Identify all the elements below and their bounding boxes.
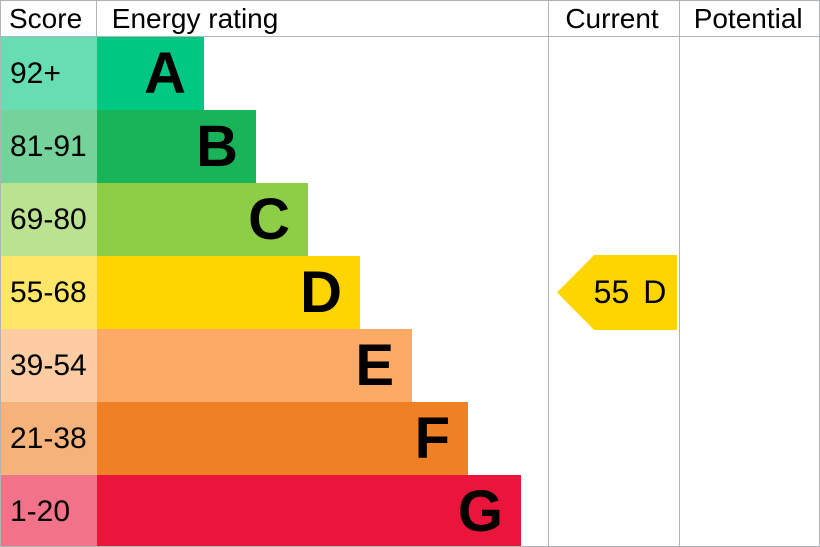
header-score: Score <box>1 1 97 36</box>
band-score-range: 21-38 <box>1 402 97 475</box>
band-score-range: 1-20 <box>1 475 97 546</box>
band-row: 21-38 F <box>1 402 521 475</box>
current-rating-band: D <box>643 274 667 310</box>
band-letter: F <box>414 406 450 471</box>
band-bar: A <box>97 37 204 110</box>
header-potential: Potential <box>693 3 803 34</box>
band-row: 1-20 G <box>1 475 521 546</box>
header-current: Current <box>565 3 659 34</box>
band-score-range: 39-54 <box>1 329 97 402</box>
band-score-range: 92+ <box>1 37 97 110</box>
band-bar: C <box>97 183 308 256</box>
band-row: 69-80 C <box>1 183 521 256</box>
potential-column-divider <box>679 1 680 546</box>
band-bar: E <box>97 329 412 402</box>
band-letter: G <box>457 479 503 544</box>
header-energy-rating: Energy rating <box>111 3 279 34</box>
band-row: 39-54 E <box>1 329 521 402</box>
bands: 92+ A 81-91 B 69-80 C 55-68 D 39-54 E 21… <box>1 37 521 546</box>
band-bar: G <box>97 475 521 546</box>
band-letter: C <box>248 187 290 252</box>
band-score-range: 55-68 <box>1 256 97 329</box>
band-letter: D <box>300 260 342 325</box>
band-row: 92+ A <box>1 37 521 110</box>
band-bar: D <box>97 256 360 329</box>
chart-header: Score Energy rating Current Potential <box>1 1 819 37</box>
band-score-range: 81-91 <box>1 110 97 183</box>
current-column-divider <box>548 1 549 546</box>
current-rating-arrow: 55 D <box>557 255 677 330</box>
current-rating-value: 55 <box>593 274 630 310</box>
band-row: 81-91 B <box>1 110 521 183</box>
band-letter: A <box>144 41 186 106</box>
band-letter: E <box>355 333 394 398</box>
band-row: 55-68 D <box>1 256 521 329</box>
band-bar: F <box>97 402 468 475</box>
band-letter: B <box>196 114 238 179</box>
band-score-range: 69-80 <box>1 183 97 256</box>
band-bar: B <box>97 110 256 183</box>
